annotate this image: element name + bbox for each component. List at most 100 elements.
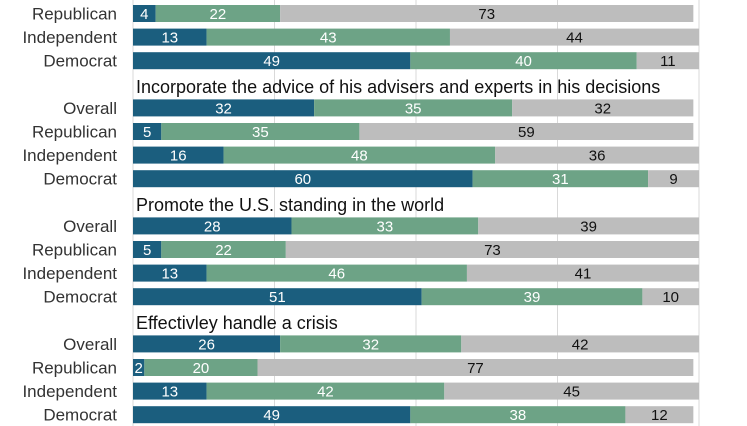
bar-segment	[133, 28, 207, 46]
row-label: Democrat	[43, 52, 117, 71]
data-label: 5	[143, 242, 151, 259]
bar-segment	[257, 359, 694, 376]
bar-segment	[625, 406, 694, 424]
row-label: Democrat	[43, 170, 117, 189]
bar-segment	[512, 99, 694, 117]
data-label: 42	[317, 384, 334, 401]
data-label: 26	[198, 336, 215, 353]
data-label: 22	[210, 6, 227, 23]
bar-segment	[133, 52, 411, 70]
bar-segment	[410, 406, 626, 424]
data-label: 13	[161, 266, 178, 283]
data-label: 4	[140, 6, 148, 23]
bar-segment	[133, 264, 207, 282]
row-label: Overall	[63, 217, 117, 236]
data-label: 41	[575, 266, 592, 283]
data-label: 45	[563, 384, 580, 401]
bar-segment	[133, 170, 473, 188]
data-label: 48	[351, 148, 368, 165]
data-label: 33	[377, 218, 394, 235]
data-label: 35	[405, 100, 422, 117]
data-label: 40	[515, 53, 532, 70]
bar-segment	[478, 217, 699, 235]
bar-segment	[466, 264, 699, 282]
bar-segment	[359, 123, 694, 140]
bar-segment	[472, 170, 649, 188]
bar-segment	[410, 52, 637, 70]
data-label: 39	[524, 289, 541, 306]
bar-segment	[280, 5, 694, 22]
data-label: 59	[518, 124, 535, 141]
bar-segment	[461, 335, 699, 353]
data-label: 43	[320, 30, 337, 47]
bar-segment	[223, 146, 496, 164]
bar-segment	[636, 52, 699, 70]
bar-segment	[133, 359, 145, 376]
row-label: Independent	[22, 264, 117, 283]
data-label: 12	[651, 407, 668, 424]
section-title: Effectivley handle a crisis	[136, 313, 338, 333]
bar-segment	[280, 335, 462, 353]
bar-segment	[133, 123, 162, 140]
section-title: Promote the U.S. standing in the world	[136, 195, 444, 215]
bars	[133, 5, 699, 424]
row-label: Independent	[22, 146, 117, 165]
bar-segment	[285, 241, 699, 258]
data-label: 73	[478, 6, 495, 23]
data-label: 32	[215, 100, 232, 117]
bar-segment	[133, 335, 281, 353]
data-label: 51	[269, 289, 286, 306]
data-label: 28	[204, 218, 221, 235]
row-label: Overall	[63, 99, 117, 118]
data-label: 44	[566, 30, 583, 47]
data-label: 39	[580, 218, 597, 235]
data-label: 46	[328, 266, 345, 283]
data-label: 73	[484, 242, 501, 259]
data-label: 9	[669, 171, 677, 188]
bar-segment	[144, 359, 258, 376]
data-label: 60	[294, 171, 311, 188]
bar-segment	[133, 382, 207, 400]
data-label: 38	[510, 407, 527, 424]
bar-segment	[133, 241, 162, 258]
data-label: 31	[552, 171, 569, 188]
bar-segment	[444, 382, 699, 400]
bar-segment	[206, 28, 450, 46]
data-label: 77	[467, 360, 484, 377]
data-label: 32	[362, 336, 379, 353]
row-label: Republican	[32, 5, 117, 24]
bar-segment	[133, 99, 315, 117]
section-title: Incorporate the advice of his advisers a…	[136, 77, 660, 97]
row-label: Independent	[22, 382, 117, 401]
data-label: 13	[161, 30, 178, 47]
bar-segment	[161, 123, 360, 140]
bar-segment	[314, 99, 513, 117]
bar-segment	[133, 5, 156, 22]
data-label: 16	[170, 148, 187, 165]
row-label: Independent	[22, 28, 117, 47]
data-label: 49	[263, 53, 280, 70]
data-label: 22	[215, 242, 232, 259]
bar-segment	[206, 264, 467, 282]
row-label: Democrat	[43, 406, 117, 425]
data-label: 10	[662, 289, 679, 306]
bar-segment	[648, 170, 699, 188]
bar-segment	[133, 406, 411, 424]
data-label: 49	[263, 407, 280, 424]
bar-segment	[155, 5, 281, 22]
bar-segment	[133, 217, 292, 235]
bar-segment	[449, 28, 699, 46]
bar-segment	[161, 241, 286, 258]
bar-segment	[206, 382, 445, 400]
data-label: 11	[660, 53, 676, 70]
data-label: 42	[572, 336, 589, 353]
data-label: 5	[143, 124, 151, 141]
data-label: 2	[134, 360, 142, 377]
bar-segment	[133, 146, 224, 164]
row-label: Overall	[63, 335, 117, 354]
row-label: Democrat	[43, 288, 117, 307]
grid-lines	[132, 0, 700, 426]
bar-segment	[642, 288, 699, 306]
